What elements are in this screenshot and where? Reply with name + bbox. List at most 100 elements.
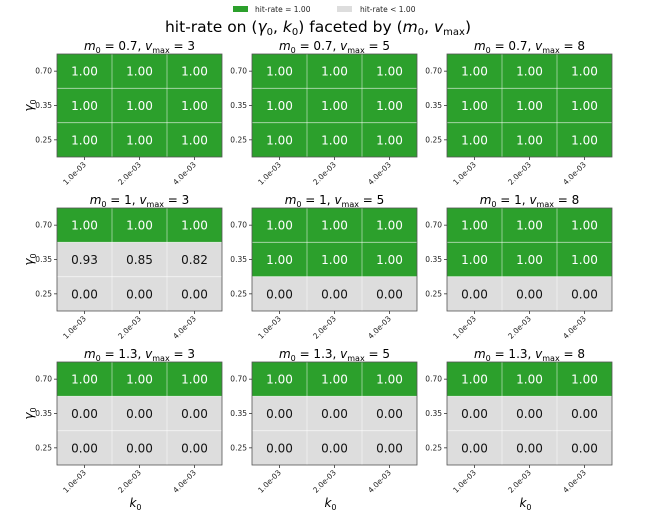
heatmap-cell [57, 88, 112, 123]
cell-value-label: 0.82 [181, 253, 208, 267]
cell-value-label: 0.00 [516, 287, 543, 301]
cell-value-label: 1.00 [376, 99, 403, 113]
cell-value-label: 1.00 [376, 253, 403, 267]
heatmap-cell [307, 276, 362, 311]
cell-value-label: 0.00 [321, 407, 348, 421]
heatmap-cell [112, 430, 167, 465]
heatmap-cell [557, 396, 612, 431]
cell-value-label: 0.00 [516, 441, 543, 455]
facet-panel: m0 = 1, vmax = 8 1.00 1.00 1.00 1.00 1.00 1.00… [425, 193, 613, 341]
cell-value-label: 1.00 [516, 133, 543, 147]
heatmap-cell [307, 122, 362, 157]
cell-value-label: 1.00 [321, 219, 348, 233]
facet-title: m0 = 1.3, vmax = 5 [279, 347, 390, 363]
y-axis-label: γ0 [22, 407, 38, 419]
cell-value-label: 1.00 [181, 373, 208, 387]
cell-value-label: 0.00 [376, 441, 403, 455]
cell-value-label: 1.00 [266, 133, 293, 147]
heatmap-cell [252, 362, 307, 397]
x-axis-label: k0 [324, 496, 336, 512]
y-tick-label: 0.25 [35, 443, 52, 452]
x-tick-label: 2.0e-03 [116, 160, 143, 187]
facet-title: m0 = 1, vmax = 3 [90, 193, 190, 209]
cell-value-label: 1.00 [321, 373, 348, 387]
heatmap-cell [447, 122, 502, 157]
legend-swatch-partial [337, 6, 352, 12]
cell-value-label: 1.00 [266, 219, 293, 233]
heatmap-cell [502, 362, 557, 397]
y-tick-label: 0.35 [230, 255, 247, 264]
heatmap-cell [557, 242, 612, 277]
heatmap-cell [167, 396, 222, 431]
heatmap-cell [362, 276, 417, 311]
heatmap-cell [57, 362, 112, 397]
y-tick-label: 0.35 [230, 409, 247, 418]
heatmap-cell [252, 430, 307, 465]
cell-value-label: 1.00 [71, 99, 98, 113]
heatmap-cell [57, 430, 112, 465]
cell-value-label: 1.00 [516, 373, 543, 387]
cell-value-label: 0.00 [376, 407, 403, 421]
heatmap-cell [252, 208, 307, 243]
heatmap-cell [307, 208, 362, 243]
cell-value-label: 1.00 [266, 373, 293, 387]
heatmap-cell [167, 122, 222, 157]
facet-panel: m0 = 1.3, vmax = 5 1.00 1.00 1.00 0.00 0.00 0.… [230, 347, 418, 512]
heatmap-cell [362, 122, 417, 157]
y-tick-label: 0.70 [35, 221, 52, 230]
x-tick-label: 2.0e-03 [311, 314, 338, 341]
facet-title: m0 = 1, vmax = 8 [480, 193, 580, 209]
cell-value-label: 1.00 [461, 373, 488, 387]
x-tick-label: 4.0e-03 [171, 160, 198, 187]
cell-value-label: 1.00 [321, 65, 348, 79]
cell-value-label: 1.00 [181, 219, 208, 233]
x-tick-label: 1.0e-03 [256, 160, 283, 187]
cell-value-label: 0.00 [571, 407, 598, 421]
y-tick-label: 0.25 [35, 289, 52, 298]
cell-value-label: 1.00 [71, 133, 98, 147]
heatmap-cell [307, 396, 362, 431]
x-tick-label: 4.0e-03 [561, 468, 588, 495]
cell-value-label: 0.00 [321, 441, 348, 455]
y-tick-label: 0.25 [230, 289, 247, 298]
cell-value-label: 1.00 [516, 65, 543, 79]
cell-value-label: 1.00 [516, 253, 543, 267]
cell-value-label: 1.00 [571, 65, 598, 79]
cell-value-label: 1.00 [266, 99, 293, 113]
heatmap-cell [362, 362, 417, 397]
x-tick-label: 4.0e-03 [171, 468, 198, 495]
legend-label-full: hit-rate = 1.00 [255, 5, 311, 14]
heatmap-cell [362, 430, 417, 465]
x-tick-label: 2.0e-03 [311, 468, 338, 495]
y-tick-label: 0.70 [230, 375, 247, 384]
cell-value-label: 1.00 [376, 219, 403, 233]
cell-value-label: 1.00 [71, 65, 98, 79]
heatmap-cell [167, 54, 222, 89]
cell-value-label: 1.00 [461, 65, 488, 79]
cell-value-label: 1.00 [461, 99, 488, 113]
cell-value-label: 0.00 [126, 287, 153, 301]
heatmap-cell [252, 396, 307, 431]
cell-value-label: 1.00 [571, 373, 598, 387]
heatmap-cell [557, 362, 612, 397]
cell-value-label: 1.00 [126, 99, 153, 113]
heatmap-cell [557, 430, 612, 465]
x-tick-label: 2.0e-03 [311, 160, 338, 187]
cell-value-label: 1.00 [321, 99, 348, 113]
x-tick-label: 2.0e-03 [506, 314, 533, 341]
cell-value-label: 1.00 [376, 373, 403, 387]
heatmap-cell [112, 362, 167, 397]
cell-value-label: 1.00 [126, 133, 153, 147]
x-tick-label: 4.0e-03 [561, 314, 588, 341]
y-tick-label: 0.35 [425, 255, 442, 264]
facet-title: m0 = 0.7, vmax = 3 [84, 39, 195, 55]
cell-value-label: 1.00 [126, 65, 153, 79]
heatmap-cell [502, 208, 557, 243]
heatmap-cell [57, 208, 112, 243]
cell-value-label: 0.00 [126, 407, 153, 421]
cell-value-label: 1.00 [181, 133, 208, 147]
cell-value-label: 1.00 [516, 99, 543, 113]
heatmap-cell [112, 208, 167, 243]
heatmap-cell [362, 208, 417, 243]
heatmap-cell [447, 362, 502, 397]
